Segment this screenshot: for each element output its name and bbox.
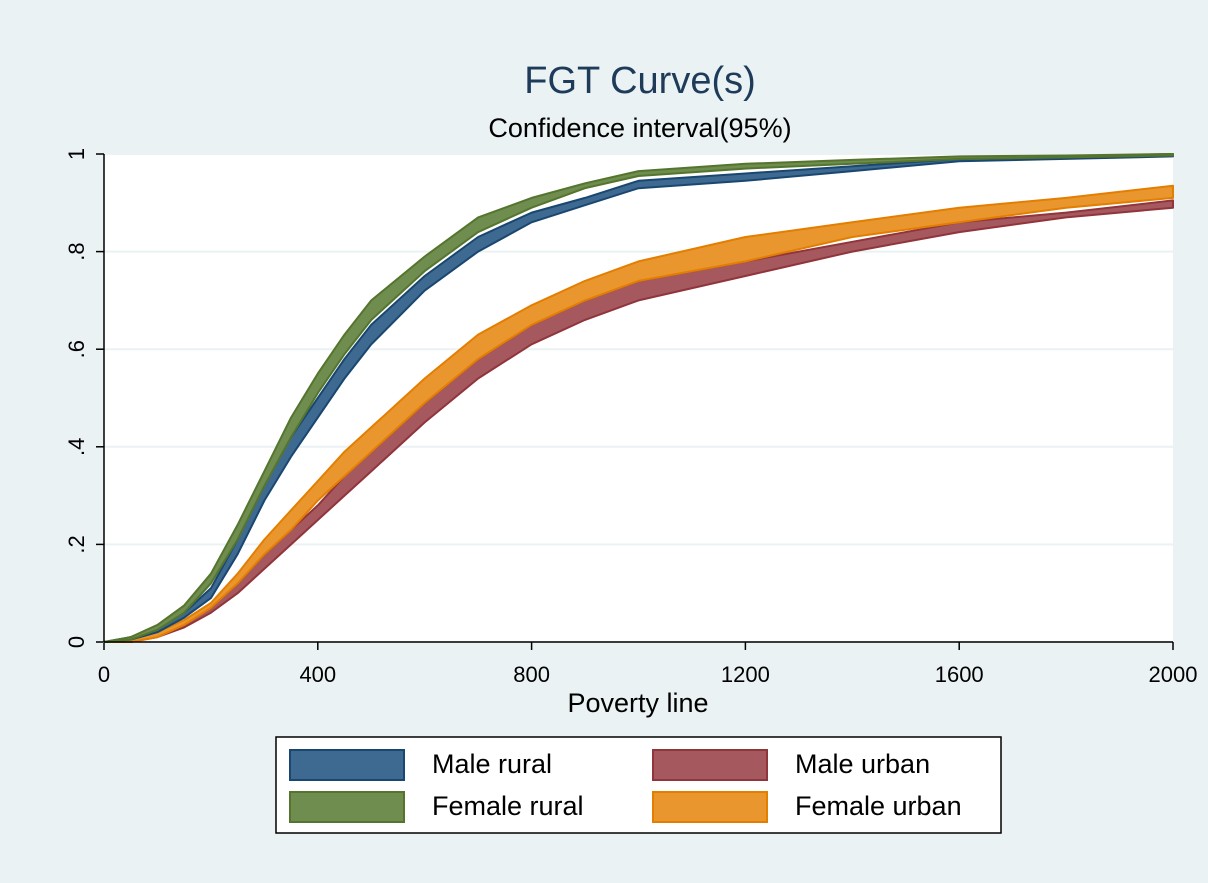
confidence-band xyxy=(103,184,1174,643)
legend-swatch xyxy=(289,791,405,823)
chart-subtitle: Confidence interval(95%) xyxy=(488,113,791,143)
x-axis-label: Poverty line xyxy=(567,688,708,718)
x-tick-label: 800 xyxy=(513,662,550,687)
y-tick-label: 0 xyxy=(64,636,89,648)
legend-swatch xyxy=(652,791,768,823)
legend-swatch xyxy=(289,749,405,781)
legend-label: Male urban xyxy=(795,749,930,779)
x-tick-label: 2000 xyxy=(1149,662,1198,687)
y-tick-label: .2 xyxy=(64,535,89,553)
x-tick-label: 1600 xyxy=(935,662,984,687)
legend-label: Female rural xyxy=(432,791,584,821)
y-tick-label: 1 xyxy=(64,148,89,160)
plot-area xyxy=(104,154,1173,642)
chart-title: FGT Curve(s) xyxy=(524,60,756,102)
legend-label: Male rural xyxy=(432,749,552,779)
x-tick-label: 400 xyxy=(299,662,336,687)
x-tick-label: 1200 xyxy=(721,662,770,687)
legend-label: Female urban xyxy=(795,791,962,821)
y-tick-label: .8 xyxy=(64,242,89,260)
legend-swatch xyxy=(652,749,768,781)
y-tick-label: .6 xyxy=(64,340,89,358)
y-tick-label: .4 xyxy=(64,438,89,456)
confidence-band xyxy=(103,153,1174,643)
x-tick-label: 0 xyxy=(98,662,110,687)
